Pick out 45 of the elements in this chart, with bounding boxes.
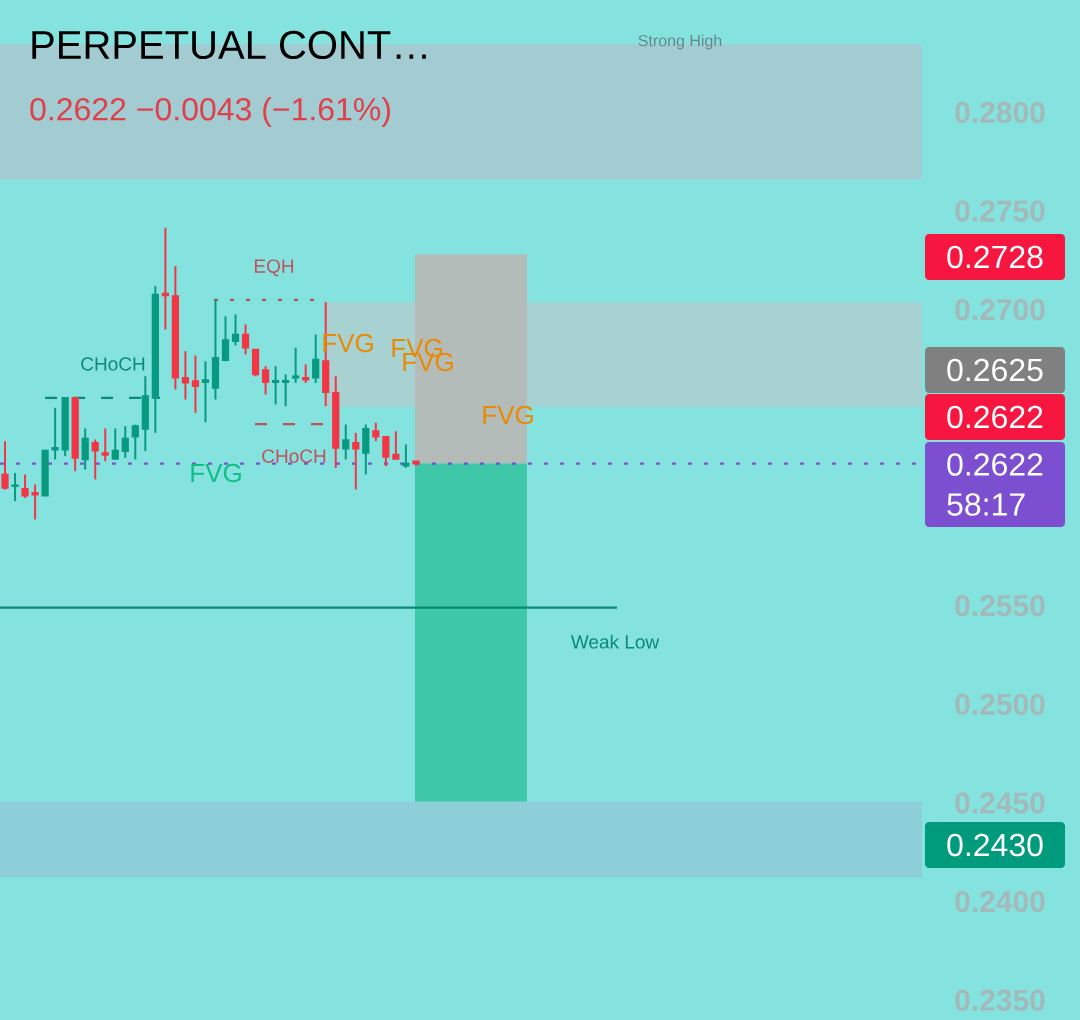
candlestick bbox=[201, 360, 210, 424]
candlestick bbox=[51, 406, 59, 461]
ref-line-label: CHoCH bbox=[81, 357, 145, 371]
ref-line-label: Weak Low bbox=[570, 634, 660, 649]
text: 0.2622 bbox=[947, 405, 1043, 429]
text: 0.2622 bbox=[947, 453, 1043, 476]
ref-line-label: CHoCH bbox=[262, 449, 326, 463]
candlestick bbox=[382, 435, 390, 468]
text: 0.2622 −0.0043 (−1.61%) bbox=[30, 97, 390, 127]
candlestick bbox=[131, 423, 139, 461]
candlestick bbox=[21, 473, 29, 499]
candlestick bbox=[352, 431, 360, 491]
text: 0.2430 bbox=[947, 833, 1043, 857]
candlestick bbox=[392, 430, 400, 461]
candlestick bbox=[121, 425, 129, 459]
annotation: Strong High bbox=[638, 34, 722, 50]
candlestick bbox=[1, 440, 9, 491]
annotation: FVG bbox=[191, 463, 241, 483]
ref-line-label: EQH bbox=[254, 259, 294, 277]
text: 0.2728 bbox=[947, 245, 1043, 269]
candlestick bbox=[31, 483, 39, 521]
candlestick bbox=[302, 363, 310, 384]
candlestick bbox=[272, 365, 280, 406]
annotation: FVG bbox=[483, 405, 533, 425]
candlestick bbox=[261, 365, 270, 396]
candlestick bbox=[292, 346, 300, 384]
candlestick bbox=[181, 350, 190, 401]
candlestick bbox=[402, 443, 410, 469]
candlestick bbox=[81, 427, 89, 471]
candlestick bbox=[161, 226, 169, 331]
candlestick bbox=[372, 421, 380, 443]
text: 0.2625 bbox=[947, 358, 1043, 382]
candlestick bbox=[342, 423, 350, 461]
candlestick bbox=[101, 427, 109, 463]
candlestick bbox=[312, 333, 320, 384]
text: 58:17 bbox=[947, 493, 1025, 516]
candlestick bbox=[231, 313, 240, 347]
candlestick bbox=[241, 323, 250, 356]
candlestick bbox=[191, 354, 200, 414]
text: PERPETUAL CONT… bbox=[32, 30, 426, 60]
candlestick bbox=[221, 315, 230, 363]
candlestick bbox=[91, 438, 99, 481]
candlestick bbox=[282, 373, 290, 408]
candlestick bbox=[111, 427, 119, 461]
candlestick bbox=[11, 471, 19, 503]
